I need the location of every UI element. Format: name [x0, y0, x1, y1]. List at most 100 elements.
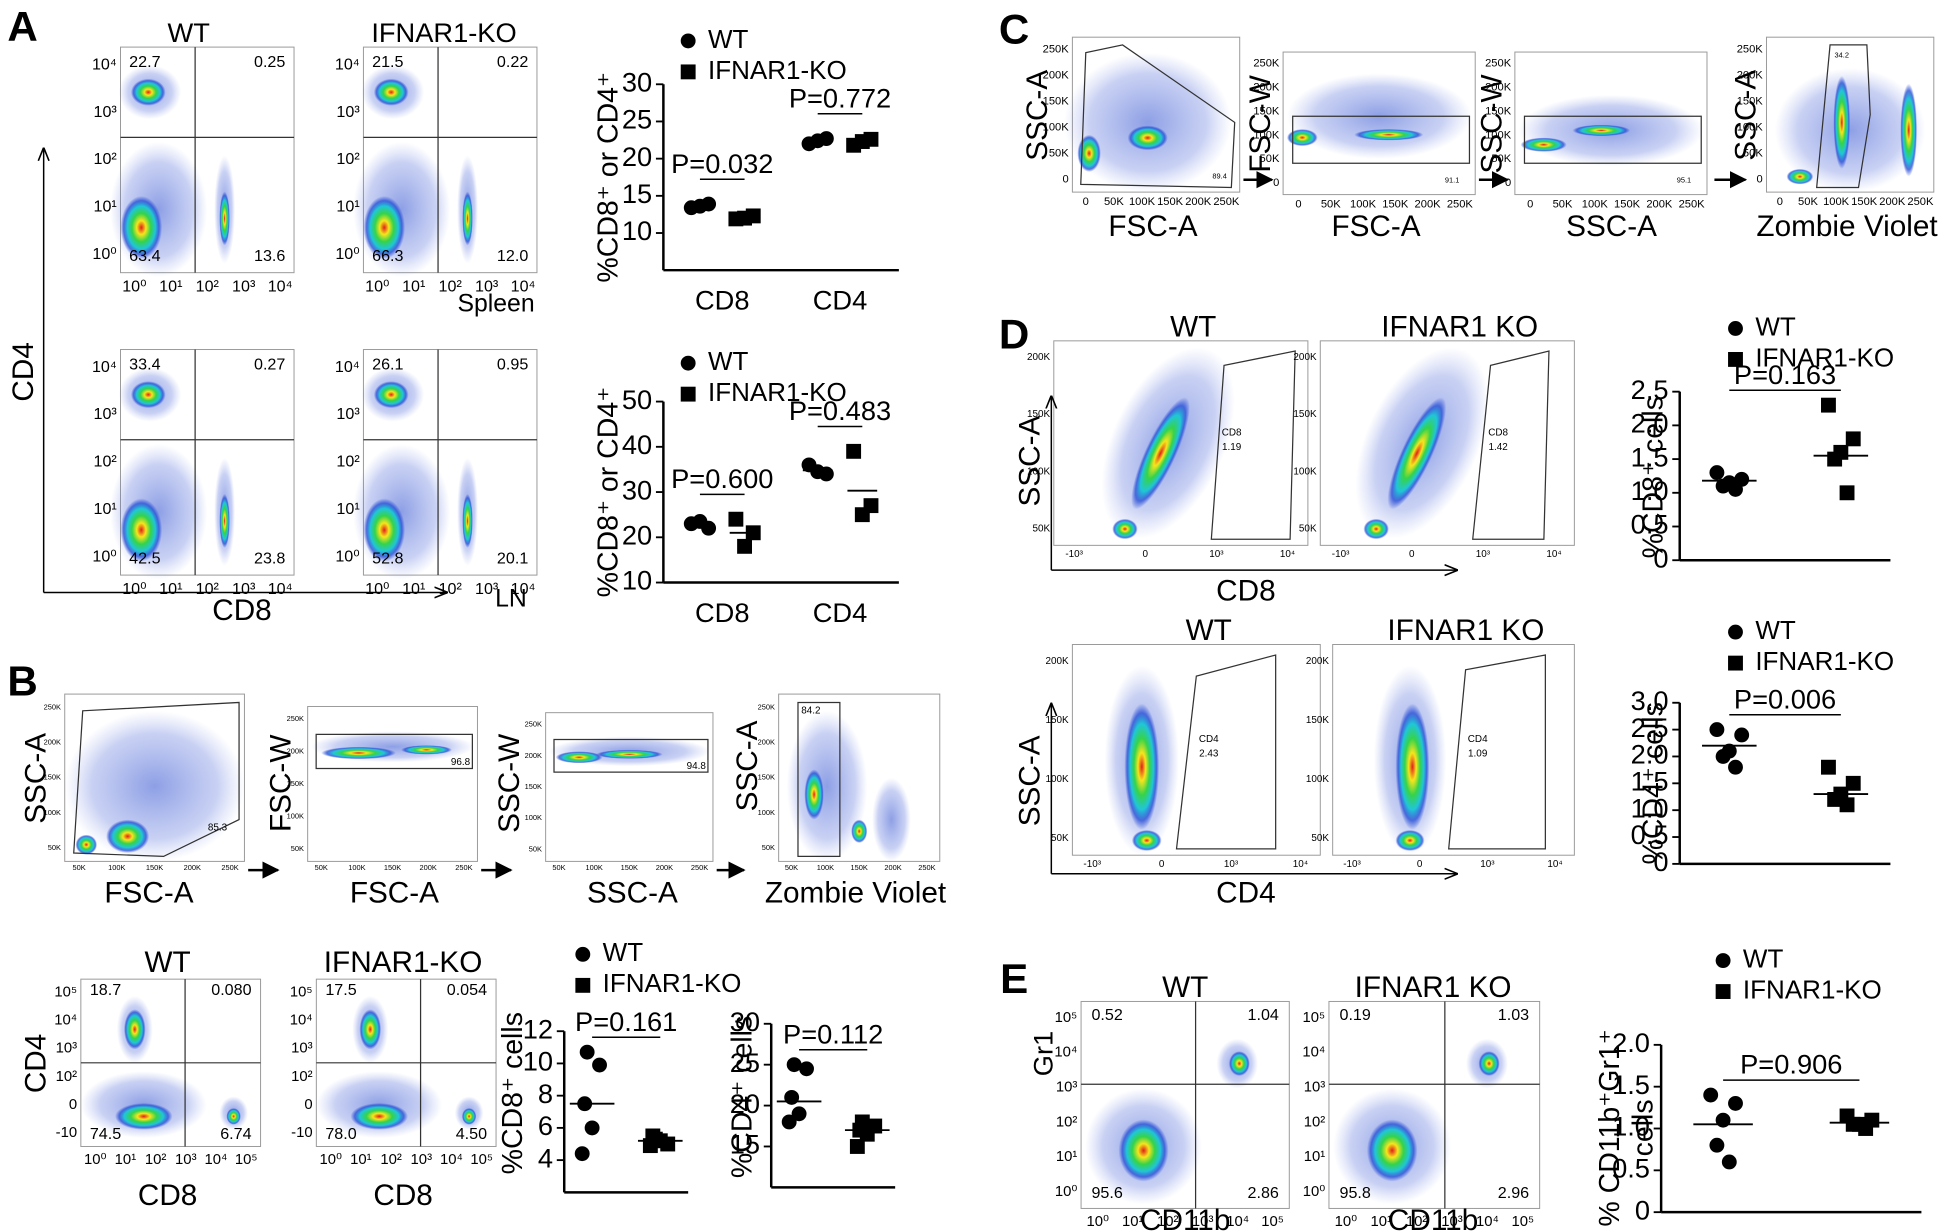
axis-label: cells — [1628, 1099, 1660, 1156]
axis-label: SSC-A — [1566, 210, 1657, 243]
y-tick-label: 10⁰ — [335, 245, 359, 263]
y-tick-label: 50K — [1491, 153, 1511, 165]
y-tick-label: 50K — [1311, 833, 1329, 844]
y-tick-label: 200K — [1253, 81, 1280, 93]
x-tick-label: 10¹ — [350, 1152, 372, 1168]
density — [1366, 1119, 1418, 1182]
gate-value: 1.42 — [1489, 442, 1509, 453]
x-tick-label: 100K — [1350, 199, 1377, 211]
y-tick-label: 30 — [622, 66, 652, 97]
y-tick-label: 200K — [44, 738, 61, 747]
x-tick-label: 10² — [196, 277, 220, 295]
legend-marker — [1728, 321, 1743, 336]
axis-label: FSC-W — [265, 735, 298, 832]
y-tick-label: 10⁵ — [1055, 1010, 1078, 1026]
y-tick-label: 15 — [730, 1129, 760, 1160]
gate-value: 94.8 — [687, 761, 707, 772]
panel-label: D — [999, 310, 1029, 357]
y-tick-label: 10⁴ — [1054, 1045, 1077, 1061]
x-tick-label: 10³ — [232, 277, 256, 295]
y-tick-label: 10⁰ — [1303, 1184, 1326, 1200]
y-tick-label: 0 — [1273, 177, 1279, 189]
flow-plot — [353, 46, 538, 278]
y-tick-label: 200K — [287, 746, 304, 755]
y-tick-label: 10⁴ — [92, 55, 117, 73]
density — [595, 749, 663, 759]
quadrant-value: 1.03 — [1498, 1006, 1529, 1024]
data-point — [574, 1146, 590, 1162]
y-tick-label: 8 — [538, 1078, 553, 1109]
data-point — [1821, 397, 1836, 413]
axis-label: SSC-A — [19, 733, 52, 824]
y-tick-label: 10 — [622, 215, 652, 246]
legend-marker — [1715, 953, 1731, 968]
density — [114, 1102, 173, 1130]
x-tick-label: 10⁰ — [84, 1152, 107, 1168]
x-tick-label: 10⁰ — [122, 277, 146, 295]
quadrant-value: 63.4 — [129, 247, 160, 265]
y-tick-label: 12 — [523, 1013, 553, 1044]
flow-plot — [1332, 644, 1575, 856]
legend-marker — [680, 386, 696, 402]
y-tick-label: 10¹ — [1056, 1149, 1078, 1165]
data-point — [1845, 1116, 1861, 1132]
y-tick-label: 150K — [758, 773, 775, 782]
density — [1228, 1051, 1250, 1076]
axis-label: SSC-A — [1730, 70, 1763, 161]
y-tick-label: 2.5 — [1631, 712, 1669, 743]
x-tick-label: 0 — [1777, 196, 1783, 208]
legend-label: WT — [1755, 615, 1796, 645]
x-tick-label: 250K — [918, 863, 935, 872]
legend-label: WT — [1755, 311, 1796, 341]
x-tick-label: 100K — [1823, 196, 1850, 208]
legend-marker — [1715, 984, 1731, 999]
flow-plot — [110, 349, 295, 580]
y-tick-label: 1.5 — [1612, 1069, 1650, 1100]
axis-label: % CD11b⁺Gr1⁺ — [1594, 1029, 1626, 1226]
data-point — [1728, 481, 1743, 497]
density — [462, 191, 473, 246]
y-tick-label: 10³ — [336, 103, 360, 121]
x-tick-label: -10³ — [1332, 549, 1350, 560]
data-point — [1715, 1112, 1731, 1128]
legend-marker — [680, 355, 696, 371]
plot-title: WT — [1186, 614, 1232, 647]
x-tick-label: 10² — [439, 580, 463, 598]
y-tick-label: 2.0 — [1631, 408, 1669, 439]
x-tick-label: 10⁴ — [511, 580, 536, 598]
quadrant-value: 78.0 — [325, 1125, 356, 1143]
density — [120, 498, 163, 562]
gate-value: 85.3 — [208, 823, 228, 834]
density — [1354, 129, 1424, 141]
density — [130, 381, 166, 409]
flow-plot — [110, 46, 295, 278]
y-tick-label: 0 — [1653, 542, 1668, 573]
legend-label: WT — [708, 24, 749, 54]
legend-marker — [1728, 352, 1743, 367]
axis-label: SSC-A — [731, 720, 764, 811]
quadrant-value: 12.0 — [497, 247, 528, 265]
legend-marker — [1728, 655, 1743, 671]
data-point — [579, 1044, 595, 1060]
y-tick-label: 10² — [336, 453, 360, 471]
tissue-label: Spleen — [457, 290, 534, 317]
y-tick-label: 10⁴ — [290, 1013, 313, 1029]
y-tick-label: 150K — [1306, 715, 1330, 726]
y-tick-label: 250K — [1043, 44, 1070, 56]
flow-plot — [1282, 51, 1476, 196]
flow-plot — [1319, 340, 1575, 546]
y-tick-label: 20 — [730, 1088, 760, 1119]
plot-title: IFNAR1-KO — [324, 946, 483, 979]
gate — [315, 733, 473, 770]
x-tick-label: 10³ — [1209, 549, 1224, 560]
axis-label: %CD4⁺ cells — [726, 1016, 758, 1178]
x-tick-label: 10⁰ — [1335, 1214, 1358, 1230]
quadrant-value: 26.1 — [372, 356, 403, 374]
y-tick-label: 200K — [1043, 70, 1070, 82]
data-point — [1734, 727, 1750, 743]
panel-label: C — [999, 5, 1029, 52]
data-point — [1858, 1121, 1874, 1136]
axis-label: CD4 — [19, 1034, 52, 1093]
x-tick-label: 10³ — [232, 580, 256, 598]
data-point — [728, 511, 744, 527]
